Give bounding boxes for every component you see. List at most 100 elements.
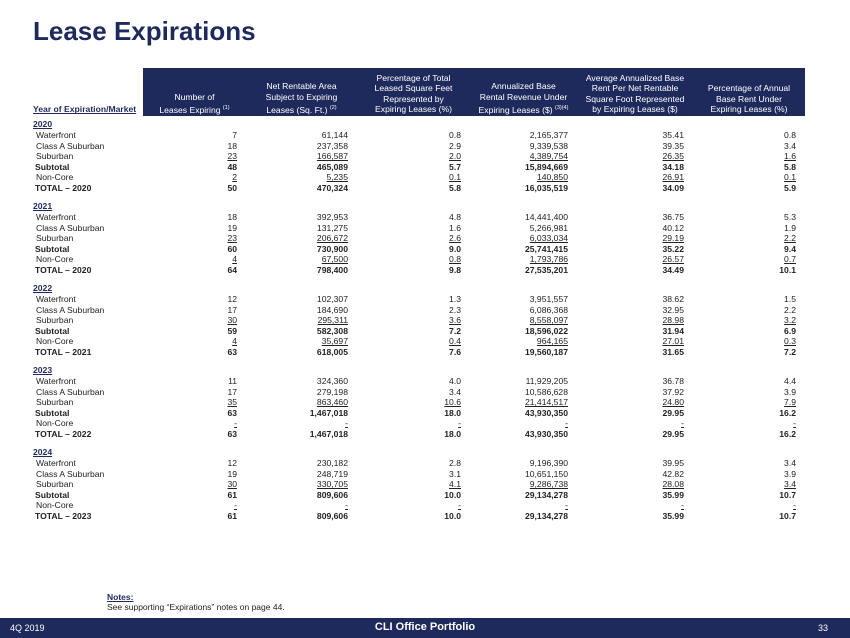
data-row: Class A Suburban 19 131,275 1.6 5,266,981 40.… — [33, 223, 805, 234]
table-cell: 140,850 — [536, 172, 568, 182]
header-line: Percentage of Annual — [707, 83, 791, 94]
row-label: TOTAL – 2021 — [35, 346, 92, 357]
table-cell: 39.35 — [662, 140, 684, 151]
header-line: Expiring Leases ($) — [478, 104, 553, 115]
table-cell: 4 — [232, 254, 237, 264]
row-label: Class A Suburban — [36, 468, 105, 479]
row-label: TOTAL – 2020 — [35, 264, 92, 275]
table-cell: 0.8 — [784, 130, 796, 140]
table-cell: 2.0 — [449, 151, 461, 161]
table-cell: 582,308 — [316, 325, 348, 336]
table-cell: 15,894,669 — [524, 161, 568, 172]
table-cell: 798,400 — [316, 264, 348, 275]
table-cell: 809,606 — [316, 489, 348, 500]
table-cell: 2.2 — [784, 304, 796, 315]
header-line: Net Rentable Area — [266, 81, 337, 92]
table-cell: - — [681, 500, 684, 510]
table-cell: 18.0 — [444, 428, 461, 439]
table-cell: 50 — [227, 182, 237, 193]
table-cell: 9.8 — [449, 264, 461, 275]
table-cell: 324,360 — [316, 376, 348, 386]
table-cell: 35.22 — [662, 243, 684, 254]
table-cell: 37.92 — [662, 386, 684, 397]
table-cell: 3.1 — [449, 468, 461, 479]
data-row: Subtotal 59 582,308 7.2 18,596,022 31.94 6.9 — [33, 326, 805, 337]
table-cell: 3.2 — [784, 315, 796, 325]
table-cell: 61 — [227, 510, 237, 521]
table-cell: 60 — [227, 243, 237, 254]
table-cell: 12 — [227, 458, 237, 468]
table-cell: 34.49 — [662, 264, 684, 275]
table-cell: 295,311 — [317, 315, 348, 325]
table-cell: 5.8 — [449, 182, 461, 193]
table-cell: 9,196,390 — [529, 458, 568, 468]
data-row: Waterfront 7 61,144 0.8 2,165,377 35.41 0.8 — [33, 130, 805, 141]
data-row: Class A Suburban 17 279,198 3.4 10,586,628 37… — [33, 387, 805, 398]
table-cell: 63 — [227, 428, 237, 439]
row-label: Suburban — [36, 315, 74, 325]
table-cell: 0.8 — [449, 254, 461, 264]
table-cell: 5.8 — [784, 161, 796, 172]
table-cell: 23 — [227, 233, 237, 243]
data-row: Waterfront 11 324,360 4.0 11,929,205 36.78 4.4 — [33, 376, 805, 387]
table-cell: 27,535,201 — [524, 264, 568, 275]
table-cell: 248,719 — [316, 468, 348, 479]
table-cell: - — [458, 418, 461, 428]
table-cell: 618,005 — [316, 346, 348, 357]
data-row: Subtotal 60 730,900 9.0 25,741,415 35.22 9.4 — [33, 244, 805, 255]
header-line: Base Rent Under — [716, 93, 782, 104]
table-cell: 392,953 — [316, 212, 348, 222]
table-cell: 7.9 — [784, 397, 796, 407]
table-cell: - — [345, 500, 348, 510]
year-row: 2020 — [33, 116, 805, 130]
header-line: Percentage of Total — [376, 72, 451, 83]
table-cell: 964,165 — [536, 336, 568, 346]
table-cell: 36.75 — [662, 212, 684, 222]
data-row: Non-Core - - - - - - — [33, 418, 805, 429]
table-cell: 18.0 — [444, 407, 461, 418]
row-label: Waterfront — [36, 130, 76, 140]
table-cell: 7.2 — [449, 325, 461, 336]
table-cell: 470,324 — [316, 182, 348, 193]
year-row: 2024 — [33, 444, 805, 458]
footer-center: CLI Office Portfolio — [374, 621, 476, 633]
data-row: Suburban 23 206,672 2.6 6,033,034 29.19 2.2 — [33, 233, 805, 244]
table-cell: 2.8 — [449, 458, 461, 468]
header-cell: Annualized Base Rental Revenue Under Expir… — [470, 68, 577, 116]
table-cell: 10.7 — [779, 489, 796, 500]
table-cell: 67,500 — [321, 254, 348, 264]
table-cell: 26.91 — [662, 172, 684, 182]
header-line: Expiring Leases (%) — [710, 104, 788, 115]
header-line: Rental Revenue Under — [479, 91, 568, 102]
table-cell: 48 — [227, 161, 237, 172]
row-label: TOTAL – 2022 — [35, 428, 92, 439]
footnote-ref: (3)(4) — [554, 104, 569, 111]
data-row: Subtotal 61 809,606 10.0 29,134,278 35.99 10.7 — [33, 490, 805, 501]
table-cell: - — [793, 418, 796, 428]
table-cell: 10.0 — [444, 510, 461, 521]
table-cell: 0.3 — [784, 336, 796, 346]
table-cell: 43,930,350 — [524, 407, 568, 418]
table-cell: 2.3 — [449, 304, 461, 315]
table-cell: 9.0 — [449, 243, 461, 254]
table-cell: - — [793, 500, 796, 510]
row-label: Class A Suburban — [36, 304, 105, 315]
row-label: Waterfront — [36, 294, 76, 304]
header-cell: Percentage of Annual Base Rent Under Expir… — [693, 68, 805, 116]
data-row: Waterfront 18 392,953 4.8 14,441,400 36.75 5.3 — [33, 212, 805, 223]
header-row: Year of Expiration/Market Number of Leases… — [33, 68, 805, 116]
table-cell: - — [234, 418, 237, 428]
table-cell: 16,035,519 — [524, 182, 568, 193]
table-cell: - — [234, 500, 237, 510]
table-cell: 1,793,786 — [529, 254, 568, 264]
data-row: TOTAL – 2021 63 618,005 7.6 19,560,187 31.65 7… — [33, 347, 805, 358]
table-cell: 730,900 — [316, 243, 348, 254]
table-cell: 4 — [232, 336, 237, 346]
table-cell: 19 — [227, 222, 237, 233]
table-cell: 61,144 — [321, 130, 348, 140]
table-cell: 2.9 — [449, 140, 461, 151]
table-cell: 61 — [227, 489, 237, 500]
notes-title: Notes: — [107, 592, 134, 602]
table-cell: 3.4 — [784, 479, 796, 489]
data-row: Suburban 23 166,587 2.0 4,389,754 26.35 1.6 — [33, 151, 805, 162]
